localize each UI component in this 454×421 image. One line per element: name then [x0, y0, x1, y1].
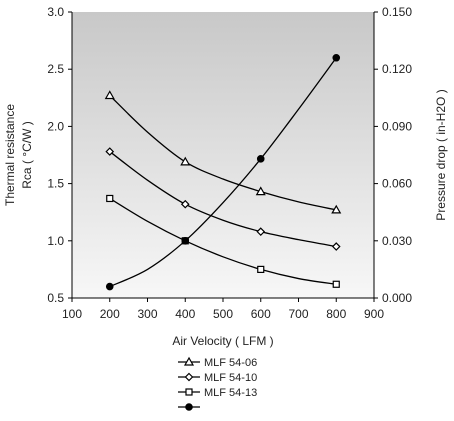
legend-marker — [183, 356, 195, 366]
series-3-point — [257, 265, 265, 273]
series-4-point — [256, 155, 265, 163]
series-1-point — [331, 204, 342, 214]
series-3-point — [106, 194, 114, 203]
y-left-tick-label: 2.5 — [47, 62, 64, 76]
y-left-axis-title-line1: Thermal resistance — [3, 104, 17, 206]
y-left-tick-label: 0.5 — [47, 291, 64, 305]
y-left-tick-label: 1.5 — [47, 177, 64, 191]
y-right-tick-label: 0.030 — [382, 234, 412, 248]
series-2-line — [109, 151, 337, 248]
series-3-point — [332, 280, 340, 288]
series-4-point — [105, 282, 114, 291]
legend-label: MLF 54-13 — [204, 387, 257, 399]
y-right-tick-labels: 0.000 0.030 0.060 0.090 0.120 0.150 — [374, 5, 412, 305]
x-tick-label: 900 — [364, 307, 384, 321]
y-right-tick-label: 0.150 — [382, 5, 412, 19]
legend-marker — [184, 372, 194, 382]
legend-marker — [185, 403, 193, 411]
series-3-line — [109, 197, 337, 285]
legend-marker — [185, 388, 193, 396]
legend-item-4 — [178, 403, 200, 411]
y-right-tick-label: 0.000 — [382, 291, 412, 305]
series-2-point — [105, 147, 115, 156]
x-tick-label: 500 — [213, 307, 233, 321]
series-1-point — [180, 156, 191, 166]
x-tick-label: 200 — [100, 307, 120, 321]
legend: MLF 54-06 MLF 54-10 MLF 54-13 — [178, 356, 257, 411]
series-1-point — [255, 186, 266, 196]
series-2-point — [180, 199, 190, 209]
legend-item-1: MLF 54-06 — [178, 356, 257, 369]
y-right-tick-label: 0.060 — [382, 177, 412, 191]
x-tick-label: 700 — [288, 307, 308, 321]
series-1-point — [104, 90, 115, 100]
x-axis-title: Air Velocity ( LFM ) — [172, 334, 273, 348]
y-left-tick-label: 1.0 — [47, 234, 64, 248]
legend-label: MLF 54-06 — [204, 357, 257, 369]
series-1 — [104, 90, 342, 214]
x-tick-label: 300 — [137, 307, 157, 321]
y-left-axis-title-line2: Rca ( °C/W ) — [20, 121, 34, 188]
x-tick-label: 100 — [62, 307, 82, 321]
series-2-point — [331, 242, 341, 251]
series-4-point — [332, 53, 341, 62]
y-left-tick-label: 2.0 — [47, 119, 64, 133]
series-1-line — [109, 95, 337, 211]
y-right-tick-label: 0.090 — [382, 119, 412, 133]
legend-label: MLF 54-10 — [204, 372, 257, 384]
series-layer — [104, 53, 342, 291]
series-2-point — [256, 227, 266, 236]
y-right-tick-label: 0.120 — [382, 62, 412, 76]
y-right-axis-title: Pressure drop ( in-H2O ) — [434, 89, 448, 220]
x-tick-label: 400 — [175, 307, 195, 321]
series-4-point — [181, 237, 190, 245]
legend-item-2: MLF 54-10 — [178, 372, 257, 384]
y-left-tick-labels: 0.5 1.0 1.5 2.0 2.5 3.0 — [47, 5, 72, 305]
x-tick-labels: 100 200 300 400 500 600 700 800 900 — [62, 298, 384, 321]
y-left-axis-title: Thermal resistance Rca ( °C/W ) — [3, 104, 34, 206]
series-4 — [105, 53, 341, 291]
plot-area — [72, 12, 374, 298]
series-2 — [105, 147, 341, 251]
x-tick-label: 800 — [326, 307, 346, 321]
x-tick-label: 600 — [251, 307, 271, 321]
legend-item-3: MLF 54-13 — [178, 387, 257, 399]
y-left-tick-label: 3.0 — [47, 5, 64, 19]
series-4-line — [109, 57, 337, 288]
